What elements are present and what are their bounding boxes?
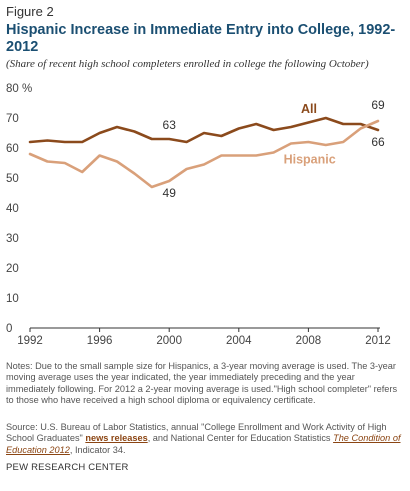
series-line-hispanic xyxy=(28,119,380,189)
x-tick-label: 1992 xyxy=(17,335,43,347)
source-text-1: Source: U.S. Bureau of Labor Statistics,… xyxy=(6,422,387,444)
chart-notes: Notes: Due to the small sample size for … xyxy=(6,361,398,405)
data-label: 49 xyxy=(163,186,177,200)
brand-name: PEW RESEARCH CENTER xyxy=(6,462,129,473)
y-tick-label: 10 xyxy=(6,293,19,305)
x-tick-label: 1996 xyxy=(87,335,113,347)
line-chart: 0 10 20 30 40 50 60 70 80 % 1992 1996 2000 2004 2008 2… xyxy=(6,83,391,347)
data-label: 69 xyxy=(371,98,385,112)
y-tick-label: 70 xyxy=(6,113,19,125)
y-tick-label: 80 % xyxy=(6,83,32,95)
series-label-hispanic: Hispanic xyxy=(284,153,336,167)
chart-source: Source: U.S. Bureau of Labor Statistics,… xyxy=(6,422,404,456)
y-tick-label: 0 xyxy=(6,323,12,335)
source-text-2: , and National Center for Education Stat… xyxy=(147,433,334,444)
series-line-all xyxy=(28,116,380,144)
y-tick-label: 20 xyxy=(6,263,19,275)
x-tick-label: 2012 xyxy=(365,335,391,347)
figure-label: Figure 2 xyxy=(6,4,54,19)
y-tick-label: 40 xyxy=(6,203,19,215)
data-label: 63 xyxy=(163,118,177,132)
condition-of-education-link[interactable]: The Condition of Education 2012 xyxy=(6,433,401,455)
series-label-all: All xyxy=(301,102,317,116)
x-tick-label: 2008 xyxy=(296,335,322,347)
data-label: 66 xyxy=(371,135,385,149)
y-tick-label: 50 xyxy=(6,173,19,185)
chart-subtitle: (Share of recent high school completers … xyxy=(6,58,369,70)
source-text-3: , Indicator 34. xyxy=(69,444,126,455)
y-tick-label: 30 xyxy=(6,233,19,245)
y-tick-label: 60 xyxy=(6,143,19,155)
x-tick-label: 2004 xyxy=(226,335,252,347)
x-tick-label: 2000 xyxy=(156,335,182,347)
news-releases-link[interactable]: news releases xyxy=(85,433,148,444)
chart-title: Hispanic Increase in Immediate Entry int… xyxy=(6,22,396,55)
